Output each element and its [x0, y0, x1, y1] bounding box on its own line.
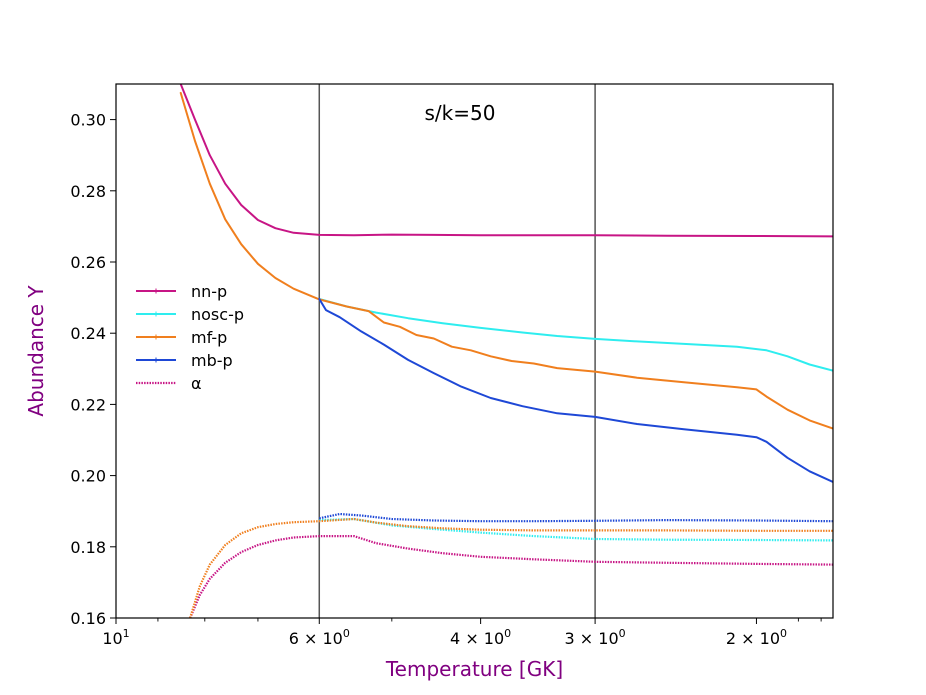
- y-tick-label: 0.20: [70, 467, 106, 486]
- y-axis-label: Abundance Y: [24, 285, 48, 417]
- entropy-annotation: s/k=50: [425, 101, 496, 125]
- x-tick-base: 4 × 10: [450, 629, 504, 648]
- x-tick-label: 3 × 100: [565, 627, 626, 648]
- series-line-mb-p-proton: [318, 298, 833, 483]
- legend-label: mf-p: [191, 328, 227, 347]
- x-tick-exponent: 0: [343, 627, 350, 640]
- x-tick-base: 6 × 10: [289, 629, 343, 648]
- y-tick-label: 0.22: [70, 395, 106, 414]
- axes: 0.16 0.18 0.20 0.22 0.24 0.26 0.28 0.30 101 6 × 1…: [70, 83, 834, 648]
- y-tick-label: 0.16: [70, 609, 106, 628]
- x-tick-exponent: 1: [123, 627, 130, 640]
- x-tick-exponent: 0: [780, 627, 787, 640]
- x-tick-label: 101: [102, 627, 129, 648]
- x-tick-label: 6 × 100: [289, 627, 350, 648]
- x-tick-base: 2 × 10: [726, 629, 780, 648]
- y-tick-label: 0.24: [70, 324, 106, 343]
- x-tick-label: 2 × 100: [726, 627, 787, 648]
- x-tick-base: 10: [102, 629, 122, 648]
- plot-frame: [115, 83, 834, 619]
- series-line-nosc-p-proton: [318, 298, 833, 372]
- plot-area: [179, 84, 833, 618]
- x-tick-base: 3 × 10: [565, 629, 619, 648]
- legend-label: mb-p: [191, 351, 233, 370]
- legend: nn-p nosc-p mf-p mb-p α: [136, 282, 244, 393]
- series-line-nn-p-alpha: [189, 534, 833, 618]
- x-axis-label: Temperature [GK]: [385, 657, 563, 681]
- x-tick-exponent: 0: [504, 627, 511, 640]
- y-tick-label: 0.18: [70, 538, 106, 557]
- series-line-mf-p-alpha: [189, 517, 833, 618]
- series-group: [179, 84, 833, 618]
- series-line-nn-p-proton: [179, 84, 833, 238]
- legend-label: nosc-p: [191, 305, 244, 324]
- y-tick-label: 0.26: [70, 253, 106, 272]
- y-tick-label: 0.30: [70, 111, 106, 130]
- y-tick-label: 0.28: [70, 182, 106, 201]
- x-tick-label: 4 × 100: [450, 627, 511, 648]
- x-tick-exponent: 0: [619, 627, 626, 640]
- series-line-mf-p-proton: [179, 91, 833, 430]
- series-line-mb-p-alpha: [319, 512, 833, 523]
- legend-label: α: [191, 374, 202, 393]
- legend-label: nn-p: [191, 282, 227, 301]
